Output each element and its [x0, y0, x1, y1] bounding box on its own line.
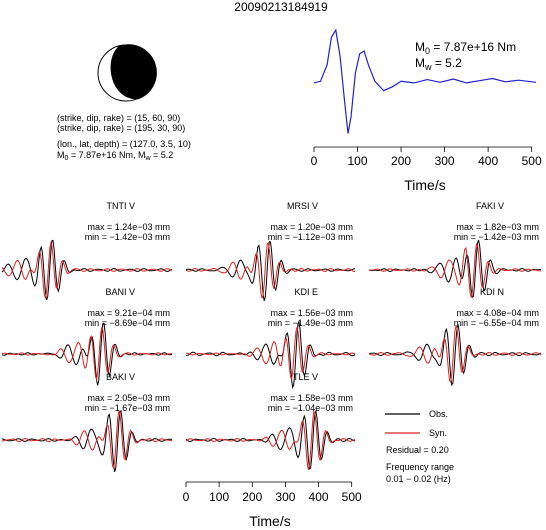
max-amplitude-label: max = 1.20e−03 mm: [270, 222, 353, 232]
station-label: KDI N: [480, 287, 504, 297]
stf-tick-label: 400: [478, 154, 498, 168]
stf-mw-label: Mw = 5.2: [415, 56, 462, 72]
observed-trace: [185, 319, 356, 390]
legend: Obs. Syn. Residual = 0.20 Frequency rang…: [385, 409, 454, 484]
synthetic-trace: [1, 240, 173, 300]
max-amplitude-label: max = 1.58e−03 mm: [270, 393, 353, 403]
nodal-plane-1: (strike, dip, rake) = (15, 60, 90): [57, 113, 180, 123]
stf-x-axis-label: Time/s: [404, 177, 445, 193]
max-amplitude-label: max = 1.82e−03 mm: [456, 222, 539, 232]
synthetic-trace: [1, 409, 173, 470]
mechanism-info: (strike, dip, rake) = (15, 60, 90) (stri…: [57, 113, 191, 162]
wave-tick-label: 400: [309, 490, 329, 504]
frequency-range-title: Frequency range: [386, 462, 454, 472]
station-label: BANI V: [105, 287, 135, 297]
synthetic-trace: [185, 410, 356, 470]
observed-trace: [368, 323, 542, 387]
station-label: TNTI V: [107, 201, 136, 211]
max-amplitude-label: max = 1.56e−03 mm: [270, 308, 353, 318]
synthetic-trace: [1, 327, 172, 382]
frequency-range-value: 0.01 − 0.02 (Hz): [386, 474, 451, 484]
synthetic-trace: [368, 242, 542, 298]
stf-tick-label: 100: [348, 154, 368, 168]
min-amplitude-label: min = −1.49e−03 mm: [268, 318, 353, 328]
observed-trace: [185, 241, 356, 301]
wave-tick-label: 0: [183, 490, 190, 504]
min-amplitude-label: min = −1.42e−03 mm: [454, 232, 539, 242]
stf-m0-label: M0 = 7.87e+16 Nm: [415, 40, 516, 56]
stf-tick-label: 200: [391, 154, 411, 168]
observed-trace: [1, 322, 173, 386]
stf-x-axis: 0 100 200 300 400 500: [311, 146, 542, 168]
max-amplitude-label: max = 4.08e−04 mm: [456, 308, 539, 318]
observed-trace: [1, 410, 173, 472]
min-amplitude-label: min = −8.69e−04 mm: [85, 318, 170, 328]
wave-tick-label: 300: [275, 490, 295, 504]
legend-obs-label: Obs.: [429, 409, 448, 419]
beachball-icon: [97, 44, 157, 102]
max-amplitude-label: max = 9.21e−04 mm: [87, 308, 170, 318]
min-amplitude-label: min = −1.42e−03 mm: [85, 232, 170, 242]
min-amplitude-label: min = −1.12e−03 mm: [268, 232, 353, 242]
station-label: KDI E: [294, 287, 318, 297]
waveform-x-axis: 0 100 200 300 400 500: [183, 481, 362, 504]
stf-tick-label: 500: [522, 154, 542, 168]
nodal-plane-2: (strike, dip, rake) = (195, 30, 90): [57, 123, 185, 133]
synthetic-trace: [186, 327, 356, 381]
synthetic-trace: [368, 325, 542, 384]
residual-label: Residual = 0.20: [386, 445, 449, 455]
max-amplitude-label: max = 1.24e−03 mm: [87, 222, 170, 232]
wave-tick-label: 500: [342, 490, 362, 504]
stf-tick-label: 0: [311, 154, 318, 168]
stf-line: [313, 28, 537, 134]
wave-tick-label: 200: [242, 490, 262, 504]
synthetic-trace: [185, 241, 356, 299]
station-label: FAKI V: [476, 201, 504, 211]
waveform-x-axis-label: Time/s: [249, 513, 290, 529]
max-amplitude-label: max = 2.05e−03 mm: [87, 393, 170, 403]
station-label: TLE V: [293, 372, 318, 382]
location-depth: (lon., lat, depth) = (127.0, 3.5, 10): [57, 139, 191, 149]
source-time-function-plot: 0 100 200 300 400 500 Time/s M0 = 7.87e+16 Nm…: [311, 28, 542, 193]
stf-tick-label: 300: [435, 154, 455, 168]
min-amplitude-label: min = −1.04e−03 mm: [268, 403, 353, 413]
station-label: MRSI V: [287, 201, 318, 211]
moment-summary: M0 = 7.87e+16 Nm, Mw = 5.2: [57, 150, 173, 162]
legend-syn-label: Syn.: [429, 428, 447, 438]
station-label: BAKI V: [106, 372, 135, 382]
min-amplitude-label: min = −1.67e−03 mm: [85, 403, 170, 413]
wave-tick-label: 100: [209, 490, 229, 504]
min-amplitude-label: min = −6.55e−04 mm: [454, 318, 539, 328]
event-id-title: 20090213184919: [234, 0, 328, 14]
